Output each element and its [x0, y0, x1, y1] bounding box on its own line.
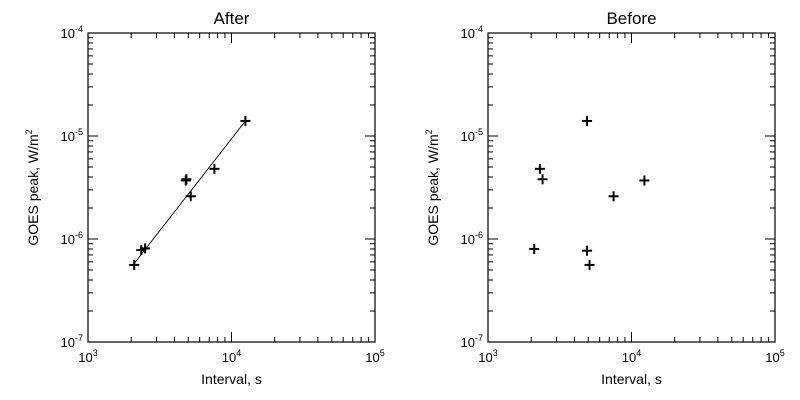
y-tick-label: 10-7	[461, 333, 483, 350]
x-axis-label-after: Interval, s	[201, 371, 262, 387]
y-tick-label: 10-7	[61, 333, 83, 350]
x-tick-label: 103	[78, 348, 97, 365]
y-tick-label: 10-4	[461, 24, 483, 41]
y-axis-label-after: GOES peak, W/m2	[24, 129, 41, 245]
x-tick-label: 105	[765, 348, 784, 365]
chart-title-before: Before	[606, 9, 656, 28]
data-point-after-2	[140, 243, 151, 254]
data-point-after-4	[181, 174, 192, 185]
data-point-before-0	[529, 243, 540, 254]
chart-title-after: After	[214, 9, 250, 28]
plot-frame-before	[487, 32, 776, 343]
data-point-after-5	[185, 191, 196, 202]
plot-frame-after	[87, 32, 376, 343]
y-tick-label: 10-6	[461, 230, 483, 247]
y-tick-label: 10-4	[61, 24, 83, 41]
x-tick-label: 105	[365, 348, 384, 365]
data-point-before-5	[584, 259, 595, 270]
panel-after: After 103 104 105 10-7 10-6 10-5 10-4 Interval, …	[24, 9, 385, 387]
y-tick-label: 10-5	[461, 127, 483, 144]
data-point-after-7	[240, 115, 251, 126]
x-axis-label-before: Interval, s	[601, 371, 662, 387]
y-tick-label: 10-6	[61, 230, 83, 247]
x-tick-label: 104	[222, 348, 241, 365]
data-point-before-7	[639, 175, 650, 186]
data-point-before-3	[582, 115, 593, 126]
x-tick-label: 104	[622, 348, 641, 365]
data-point-after-0	[129, 259, 140, 270]
data-point-before-1	[534, 163, 545, 174]
panel-before: Before 103 104 105 10-7 10-6 10-5 10-4 Interval,…	[424, 9, 785, 387]
data-point-before-4	[582, 245, 593, 256]
y-tick-label: 10-5	[61, 127, 83, 144]
data-point-before-2	[537, 174, 548, 185]
data-point-before-6	[608, 191, 619, 202]
data-point-after-6	[209, 163, 220, 174]
x-tick-label: 103	[478, 348, 497, 365]
y-axis-label-before: GOES peak, W/m2	[424, 129, 441, 245]
